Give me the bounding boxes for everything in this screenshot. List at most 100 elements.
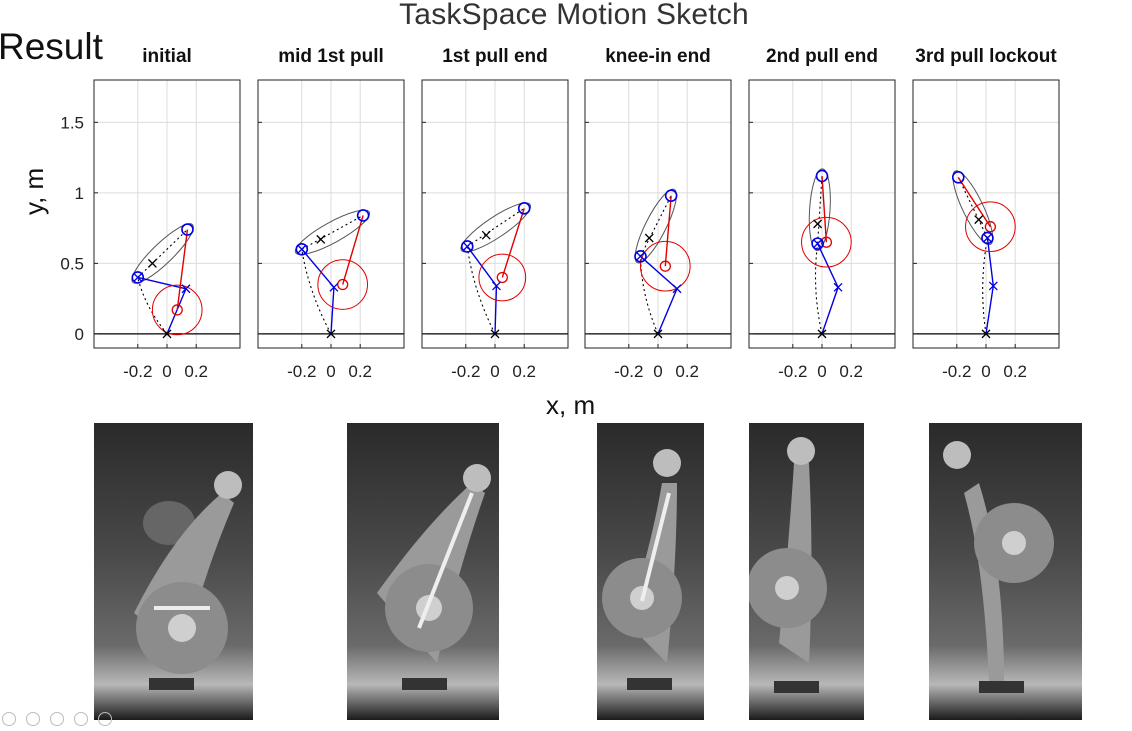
trunk-ellipse <box>808 168 831 252</box>
bar-reach-circle <box>317 259 368 310</box>
leg-dotted-line <box>982 237 989 334</box>
bar-reach-circle <box>801 216 852 268</box>
athlete-photo-knee-in <box>597 423 704 720</box>
x-tick-label: 0 <box>653 362 662 381</box>
x-tick-label: 0 <box>162 362 171 381</box>
photo-illustration-initial <box>134 471 242 690</box>
knee-joint-marker <box>492 281 501 291</box>
panel-title: 3rd pull lockout <box>915 46 1057 67</box>
y-tick-label: 1 <box>75 184 84 203</box>
athlete-photo-lockout <box>929 423 1082 720</box>
bar-position-marker <box>171 304 183 316</box>
x-tick-label: 0 <box>326 362 335 381</box>
motion-sketch-panels: initial -0.2 0 0.2 0 0.5 1 1.5 mid 1st pull -0.2 0… <box>60 46 1060 381</box>
knee-joint-marker <box>672 284 682 294</box>
y-tick-label: 1.5 <box>60 113 84 132</box>
bar-reach-circle <box>151 284 203 336</box>
x-tick-label: 0.2 <box>512 362 536 381</box>
hip-joint-marker <box>295 242 309 256</box>
bar-reach-circle <box>478 253 527 302</box>
shoulder-joint-marker <box>815 169 829 183</box>
x-tick-label: -0.2 <box>451 362 480 381</box>
x-tick-label: 0 <box>490 362 499 381</box>
x-tick-label: 0 <box>817 362 826 381</box>
x-axis-label: x, m <box>546 390 596 420</box>
arm-segment <box>176 229 189 311</box>
trunk-com-marker <box>974 215 984 225</box>
trunk-ellipse <box>634 188 677 264</box>
leg-dotted-line <box>639 256 659 335</box>
panel-title: mid 1st pull <box>278 46 384 67</box>
trunk-dotted-line <box>466 207 525 247</box>
trunk-ellipse <box>460 202 531 253</box>
y-tick-label: 0.5 <box>60 254 84 273</box>
shank-segment <box>985 285 994 335</box>
knee-joint-marker <box>988 281 998 291</box>
thigh-segment <box>137 276 187 290</box>
trunk-dotted-line <box>639 195 672 257</box>
panel-title: 1st pull end <box>442 46 548 67</box>
x-tick-label: 0.2 <box>839 362 863 381</box>
hip-joint-cross <box>636 252 645 261</box>
bar-reach-circle <box>965 201 1016 253</box>
trunk-dotted-line <box>957 177 988 239</box>
x-tick-label: 0.2 <box>1003 362 1027 381</box>
thigh-segment <box>816 243 839 288</box>
hip-joint-cross <box>813 239 822 248</box>
trunk-com-marker <box>147 258 157 268</box>
trunk-com-marker <box>813 219 823 229</box>
nav-dot-5[interactable] <box>98 712 112 726</box>
photo-illustration-knee-in <box>602 449 682 690</box>
trunk-dotted-line <box>137 229 188 278</box>
arm-segment <box>342 215 364 285</box>
trunk-com-marker <box>644 233 654 243</box>
leg-dotted-line <box>301 249 332 335</box>
slide-nav-dots[interactable] <box>2 712 122 726</box>
shank-segment <box>494 285 498 334</box>
nav-dot-3[interactable] <box>50 712 64 726</box>
x-tick-label: -0.2 <box>614 362 643 381</box>
trunk-ellipse <box>294 209 371 256</box>
thigh-segment <box>640 255 678 290</box>
shoulder-joint-marker <box>664 189 678 202</box>
panel-title: knee-in end <box>605 46 711 67</box>
hip-joint-marker <box>131 271 145 284</box>
foot-marker <box>326 329 336 339</box>
x-tick-label: -0.2 <box>123 362 152 381</box>
trunk-com-marker <box>316 234 326 244</box>
arm-segment <box>501 208 525 278</box>
athlete-photo-initial <box>94 423 253 720</box>
foot-marker <box>490 329 500 339</box>
nav-dot-1[interactable] <box>2 712 16 726</box>
hip-joint-cross <box>133 273 142 282</box>
trunk-ellipse <box>952 170 994 246</box>
knee-joint-marker <box>329 282 339 292</box>
bar-position-marker <box>496 271 508 284</box>
x-tick-label: -0.2 <box>942 362 971 381</box>
leg-dotted-line <box>137 277 168 335</box>
x-tick-label: 0.2 <box>348 362 372 381</box>
thigh-segment <box>986 237 994 287</box>
bar-reach-circle <box>639 240 691 292</box>
photo-illustration-mid-pull <box>377 464 491 690</box>
foot-marker <box>817 329 827 339</box>
y-tick-label: 0 <box>75 325 84 344</box>
bar-position-marker <box>659 260 671 272</box>
x-tick-label: 0.2 <box>184 362 208 381</box>
thigh-segment <box>301 248 335 288</box>
nav-dot-2[interactable] <box>26 712 40 726</box>
shank-segment <box>166 288 187 335</box>
nav-dot-4[interactable] <box>74 712 88 726</box>
shank-segment <box>821 287 839 335</box>
x-tick-label: -0.2 <box>287 362 316 381</box>
shank-segment <box>657 288 678 335</box>
shank-segment <box>330 287 335 334</box>
bar-position-marker <box>820 236 833 248</box>
photo-illustration-second-pull <box>749 437 827 693</box>
athlete-photo-second-pull <box>749 423 864 720</box>
hip-joint-marker <box>981 231 994 245</box>
arm-segment <box>664 195 672 267</box>
trunk-com-marker <box>481 230 491 240</box>
x-tick-label: 0 <box>981 362 990 381</box>
hip-joint-cross <box>297 245 306 254</box>
